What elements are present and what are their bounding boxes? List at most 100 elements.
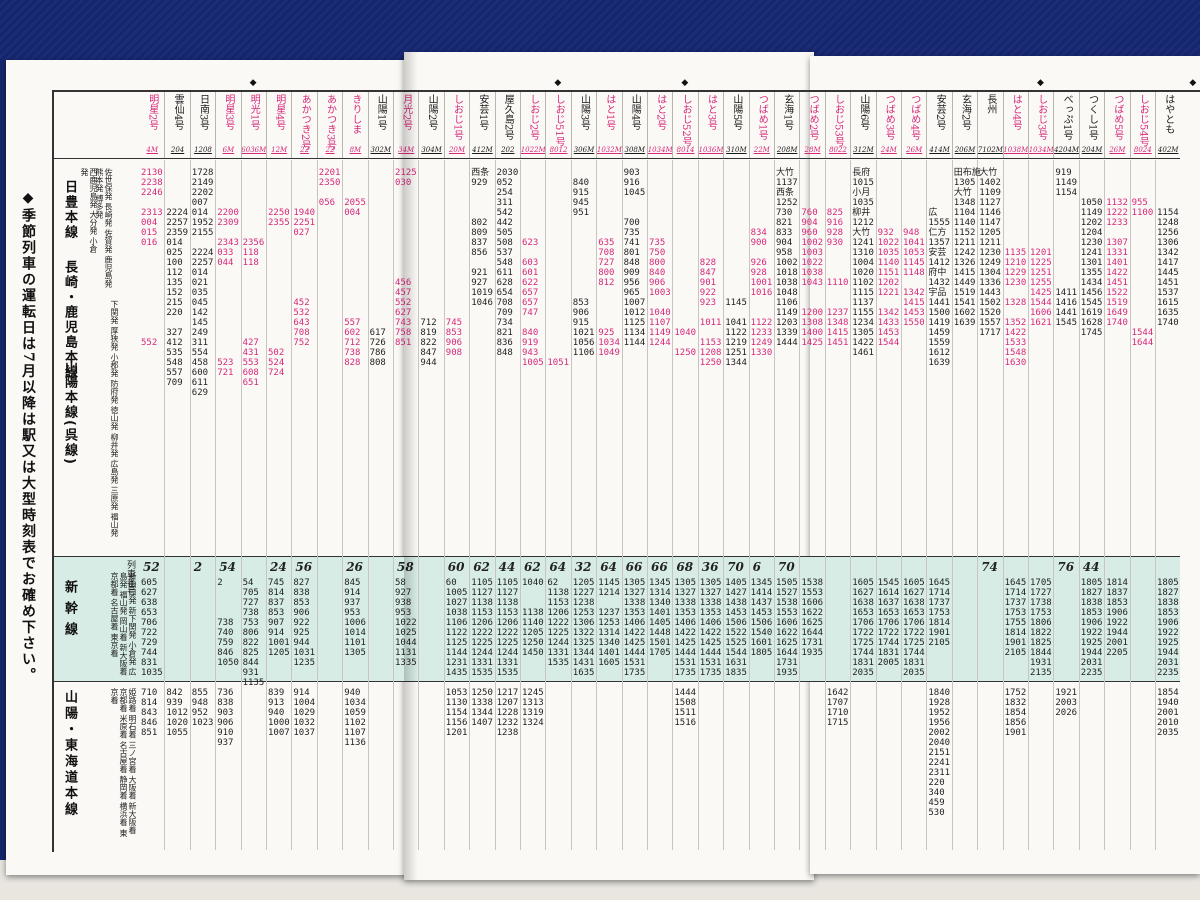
time-cell-upper: 1201 1225 1251 1255 1425 1544 1606 1621 bbox=[1030, 248, 1052, 328]
train-number: 304M bbox=[421, 146, 442, 154]
shinkansen-train-number: 74 bbox=[981, 560, 998, 574]
time-cell-shinkansen: 1305 1327 1338 1353 1406 1422 1425 1444 … bbox=[674, 578, 697, 678]
column-rule bbox=[1053, 160, 1055, 850]
train-name: はと1号 bbox=[603, 94, 615, 131]
time-cell-upper: 834 900 926 928 1001 1016 1122 1233 1249… bbox=[750, 228, 773, 358]
time-cell-shinkansen: 1805 1827 1838 1853 1906 1922 1925 1944 … bbox=[1157, 578, 1179, 678]
time-cell-tokaido: 1053 1130 1154 1156 1201 bbox=[445, 688, 468, 738]
time-cell-upper: 1145 1041 1122 1219 1251 1344 bbox=[725, 298, 747, 368]
column-rule bbox=[723, 160, 725, 850]
time-cell-upper: 840 915 945 951 853 906 915 1021 1056 11… bbox=[572, 178, 595, 358]
time-cell-upper: 825 916 928 930 1110 1237 1348 1415 1451 bbox=[826, 208, 849, 348]
seasonal-diamond-icon: ◆ bbox=[1189, 78, 1197, 88]
train-column-header: しおじ54号 8024 bbox=[1131, 92, 1156, 158]
column-rule bbox=[316, 160, 318, 850]
train-number: 308M bbox=[624, 146, 646, 154]
column-rule bbox=[672, 160, 674, 850]
time-cell-shinkansen: 1105 1127 1138 1153 1206 1222 1225 1244 … bbox=[471, 578, 493, 678]
train-name: はと2号 bbox=[654, 94, 666, 131]
train-number: 402M bbox=[1157, 146, 1179, 154]
shinkansen-train-number: 68 bbox=[676, 560, 694, 574]
time-cell-tokaido: 1854 1940 2001 2010 2035 bbox=[1157, 688, 1179, 738]
time-cell-shinkansen: 1705 1727 1738 1753 1806 1822 1825 1844 … bbox=[1030, 578, 1052, 678]
train-column-header: しおじ52号 8014 bbox=[673, 92, 699, 158]
train-number: 34M bbox=[398, 145, 414, 156]
train-number-row-label: 列車番号 bbox=[125, 560, 135, 596]
time-cell-upper: 617 726 786 808 bbox=[369, 328, 386, 368]
train-name: 明光1号 bbox=[248, 94, 260, 131]
train-number: 20M bbox=[448, 146, 466, 154]
train-column-header: 山陽1号 302M bbox=[369, 92, 394, 158]
train-number: 6M bbox=[222, 146, 235, 154]
train-number: 12M bbox=[271, 146, 288, 154]
train-column-header: 日南3号 1208 bbox=[191, 92, 217, 158]
train-name: 玄海2号 bbox=[959, 94, 971, 131]
train-number: 1032M bbox=[597, 146, 622, 154]
time-cell-shinkansen: 1345 1414 1437 1453 1506 1540 1601 1805 bbox=[750, 578, 773, 658]
train-number: 8022 bbox=[829, 146, 847, 154]
train-column-header: つばめ3号 24M bbox=[877, 92, 902, 158]
train-name: 玄海1号 bbox=[781, 94, 793, 131]
time-cell-upper: 635 708 727 800 812 925 1034 1049 bbox=[598, 238, 620, 358]
train-name: 月光2号 bbox=[401, 94, 412, 130]
time-cell-upper: 735 750 800 840 906 1003 1040 1107 1149 … bbox=[649, 238, 671, 348]
shinkansen-train-number: 62 bbox=[524, 560, 541, 574]
time-cell-upper: 903 916 1045 700 735 741 801 848 909 956… bbox=[623, 168, 646, 348]
time-cell-shinkansen: 1145 1214 1237 1253 1314 1340 1401 1605 bbox=[598, 578, 620, 668]
column-rule bbox=[647, 160, 648, 850]
shinkansen-train-number: 66 bbox=[625, 560, 643, 574]
time-cell-shinkansen: 1345 1314 1340 1401 1405 1448 1501 1705 bbox=[649, 578, 671, 658]
time-cell-upper: 2200 2309 2343 033 044 523 721 bbox=[217, 208, 239, 378]
column-rule bbox=[570, 160, 572, 850]
time-cell-shinkansen: 1405 1427 1438 1453 1506 1522 1525 1544 … bbox=[725, 578, 747, 678]
column-rule bbox=[875, 160, 877, 850]
column-rule bbox=[1002, 160, 1004, 850]
time-cell-upper: 2130 2238 2246 2313 004 015 016 552 bbox=[141, 168, 163, 348]
train-number: 24M bbox=[880, 146, 897, 154]
train-number: 310M bbox=[726, 146, 747, 154]
train-name: しおじ52号 bbox=[680, 94, 692, 147]
column-rule bbox=[266, 160, 267, 850]
time-cell-upper: 長府 1015 小月 1035 柳井 1212 大竹 1241 1310 100… bbox=[852, 168, 874, 358]
time-cell-upper: 1728 2149 2202 007 014 1952 2155 2224 22… bbox=[191, 168, 214, 398]
time-cell-tokaido: 736 838 903 906 910 937 bbox=[217, 688, 234, 748]
time-cell-upper: 1135 1210 1229 1230 1328 1352 1422 1533 … bbox=[1004, 248, 1027, 368]
time-cell-upper: 大竹 1402 1109 1127 1146 1147 1205 1211 12… bbox=[979, 168, 1001, 338]
train-number: 204M bbox=[1081, 146, 1103, 154]
time-cell-tokaido: 839 913 940 1000 1007 bbox=[268, 688, 290, 738]
train-column-header: 雲仙4号 204 bbox=[165, 92, 191, 158]
train-name: しおじ1号 bbox=[451, 94, 463, 141]
column-rule bbox=[824, 160, 826, 850]
time-cell-shinkansen: 1605 1627 1638 1653 1706 1722 1725 1744 … bbox=[852, 578, 874, 678]
train-name: つくし1号 bbox=[1086, 94, 1098, 141]
seasonal-diamond-icon: ◆ bbox=[249, 78, 257, 88]
time-cell-shinkansen: 1545 1614 1637 1653 1706 1722 1744 1831 … bbox=[877, 578, 900, 668]
train-column-header: はと1号 1032M bbox=[597, 92, 623, 158]
column-rule bbox=[469, 160, 471, 850]
train-number: 1038M bbox=[1003, 146, 1029, 154]
train-number: 8012 bbox=[549, 146, 568, 154]
shinkansen-train-number: 44 bbox=[1082, 560, 1100, 574]
time-cell-shinkansen: 54 705 727 738 753 806 822 825 844 931 1… bbox=[242, 578, 265, 688]
seasonal-diamond-icon: ◆ bbox=[681, 78, 689, 88]
time-cell-upper: 1050 1149 1202 1204 1230 1241 1301 1355 … bbox=[1080, 198, 1103, 338]
train-name: 明星4号 bbox=[273, 94, 285, 131]
time-cell-tokaido: 842 939 1012 1020 1055 bbox=[166, 688, 189, 738]
time-cell-shinkansen: 745 814 837 853 907 914 1001 1205 bbox=[268, 578, 290, 658]
time-cell-tokaido: 1217 1207 1228 1232 1238 bbox=[496, 688, 519, 738]
stations-nagasaki: 佐世保発 長崎発 佐賀発 鹿児島発 熊本発 博多発 bbox=[95, 168, 113, 288]
train-column-header: 山陽6号 312M bbox=[851, 92, 877, 158]
column-rule bbox=[748, 160, 750, 850]
column-rule bbox=[443, 160, 445, 850]
train-number: 26M bbox=[906, 146, 923, 154]
page-gutter-shadow bbox=[404, 52, 418, 880]
column-rule bbox=[367, 160, 369, 850]
train-column-header: はと4号 1038M bbox=[1004, 92, 1029, 158]
time-cell-upper: 1154 1248 1256 1306 1342 1417 1445 1451 … bbox=[1157, 208, 1179, 328]
train-name: はやとも bbox=[1162, 94, 1174, 134]
train-column-header: しおじ53号 8022 bbox=[826, 92, 852, 158]
stations-tokaido: 姫路着 明石着 三ノ宮着 大阪着 新大阪着 京都着 米原着 名古屋着 静岡着 横… bbox=[110, 688, 137, 837]
train-number: 1022M bbox=[521, 146, 546, 154]
train-name: つばめ3号 bbox=[883, 94, 895, 141]
column-rule bbox=[215, 160, 217, 850]
